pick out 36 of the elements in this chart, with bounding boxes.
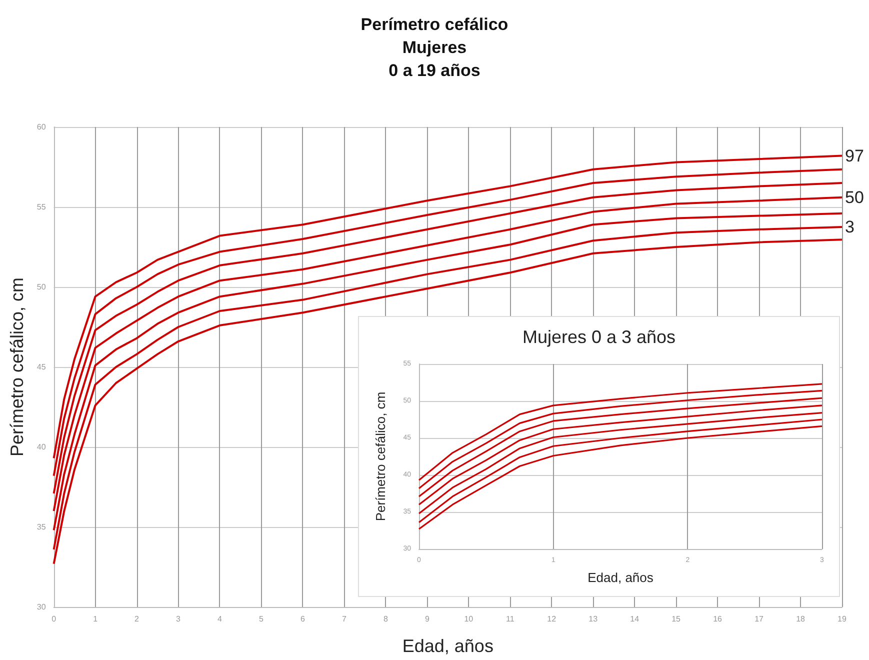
y-tick-label: 35 bbox=[36, 522, 46, 532]
x-tick-label: 1 bbox=[93, 614, 98, 624]
chart-title: Mujeres 0 a 3 años bbox=[522, 327, 676, 347]
x-tick-label: 3 bbox=[176, 614, 182, 624]
chart-title: Perímetro cefálico Mujeres 0 a 19 años bbox=[360, 15, 508, 80]
series-label: 50 bbox=[845, 188, 864, 207]
y-axis-title: Perímetro cefálico, cm bbox=[7, 277, 27, 457]
x-tick-label: 11 bbox=[506, 614, 515, 624]
y-tick-label: 55 bbox=[36, 202, 46, 212]
y-tick-label: 50 bbox=[36, 282, 46, 292]
x-tick-label: 18 bbox=[796, 614, 806, 624]
x-axis-title: Edad, años bbox=[402, 636, 494, 656]
x-tick-label: 17 bbox=[754, 614, 764, 624]
x-tick-label: 2 bbox=[134, 614, 140, 624]
series-label: 97 bbox=[845, 146, 864, 166]
y-tick-label: 40 bbox=[36, 442, 46, 452]
y-tick-label: 60 bbox=[36, 122, 46, 132]
series-label: 3 bbox=[845, 218, 854, 236]
x-tick-label: 7 bbox=[342, 614, 347, 624]
x-tick-label: 14 bbox=[630, 614, 640, 624]
x-tick-label: 4 bbox=[218, 614, 223, 624]
x-tick-label: 5 bbox=[258, 614, 264, 624]
x-tick-label: 0 bbox=[52, 614, 57, 624]
x-tick-label: 19 bbox=[838, 614, 847, 624]
x-tick-label: 13 bbox=[588, 614, 598, 624]
y-axis-title: Perímetro cefálico, cm bbox=[373, 392, 388, 522]
x-tick-label: 16 bbox=[713, 614, 723, 624]
y-tick-label: 30 bbox=[36, 602, 46, 612]
x-tick-label: 6 bbox=[300, 614, 306, 624]
x-tick-label: 8 bbox=[383, 614, 388, 624]
x-tick-label: 10 bbox=[464, 614, 474, 624]
x-tick-label: 12 bbox=[547, 614, 557, 624]
y-tick-label: 45 bbox=[36, 362, 46, 372]
x-tick-label: 9 bbox=[424, 614, 430, 624]
x-tick-label: 15 bbox=[672, 614, 682, 624]
x-axis-title: Edad, años bbox=[588, 570, 654, 585]
